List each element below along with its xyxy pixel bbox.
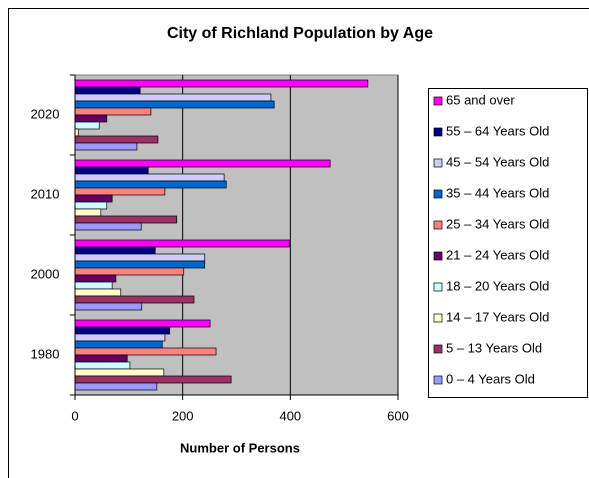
bar — [74, 135, 159, 144]
bar — [74, 274, 117, 283]
bar — [74, 180, 227, 189]
legend-label: 45 – 54 Years Old — [446, 154, 549, 169]
bar — [74, 159, 331, 168]
y-tick-label: 1980 — [31, 346, 60, 361]
bar — [74, 347, 217, 356]
bar — [74, 375, 232, 384]
legend-swatch — [433, 96, 443, 106]
bar — [74, 222, 142, 231]
legend-swatch — [433, 158, 443, 168]
bar — [74, 187, 166, 196]
legend-label: 55 – 64 Years Old — [446, 123, 549, 138]
bar — [74, 295, 195, 304]
legend-swatch — [433, 375, 443, 385]
bar — [74, 267, 185, 276]
legend-label: 25 – 34 Years Old — [446, 216, 549, 231]
bar — [74, 107, 152, 116]
bar — [74, 79, 369, 88]
bar — [74, 260, 206, 269]
bar — [74, 253, 206, 262]
bar — [74, 354, 128, 363]
y-tick-label: 2010 — [31, 186, 60, 201]
bar — [74, 302, 143, 311]
bar — [74, 86, 141, 95]
legend-label: 65 and over — [446, 92, 515, 107]
bar — [74, 166, 149, 175]
bar — [74, 142, 138, 151]
legend-label: 0 – 4 Years Old — [446, 371, 535, 386]
x-tick-label: 0 — [71, 408, 78, 423]
legend-label: 14 – 17 Years Old — [446, 309, 549, 324]
bar — [74, 319, 211, 328]
bar — [74, 246, 156, 255]
legend-label: 35 – 44 Years Old — [446, 185, 549, 200]
bar — [74, 100, 275, 109]
bar — [74, 121, 100, 130]
bar — [74, 114, 108, 123]
bar — [74, 368, 165, 377]
bar — [74, 382, 158, 391]
legend — [428, 88, 588, 398]
bar — [74, 239, 290, 248]
bar — [74, 194, 113, 203]
bar — [74, 333, 166, 342]
legend-label: 18 – 20 Years Old — [446, 278, 549, 293]
legend-label: 21 – 24 Years Old — [446, 247, 549, 262]
y-tick-label: 2020 — [31, 106, 60, 121]
bar — [74, 208, 102, 217]
chart-title: City of Richland Population by Age — [167, 25, 433, 42]
bar — [74, 281, 113, 290]
legend-swatch — [433, 282, 443, 292]
x-axis-title: Number of Persons — [180, 440, 300, 455]
legend-swatch — [433, 127, 443, 137]
x-tick-label: 200 — [172, 408, 194, 423]
x-tick-label: 400 — [279, 408, 301, 423]
bar — [74, 340, 163, 349]
bar — [74, 361, 131, 370]
bar — [74, 215, 178, 224]
bar — [74, 93, 272, 102]
legend-swatch — [433, 189, 443, 199]
bar — [74, 326, 171, 335]
legend-swatch — [433, 344, 443, 354]
x-tick-label: 600 — [387, 408, 409, 423]
bar — [74, 201, 108, 210]
legend-label: 5 – 13 Years Old — [446, 340, 542, 355]
legend-swatch — [433, 313, 443, 323]
legend-swatch — [433, 220, 443, 230]
y-tick-label: 2000 — [31, 266, 60, 281]
legend-swatch — [433, 251, 443, 261]
bar — [74, 288, 122, 297]
bar — [74, 173, 225, 182]
